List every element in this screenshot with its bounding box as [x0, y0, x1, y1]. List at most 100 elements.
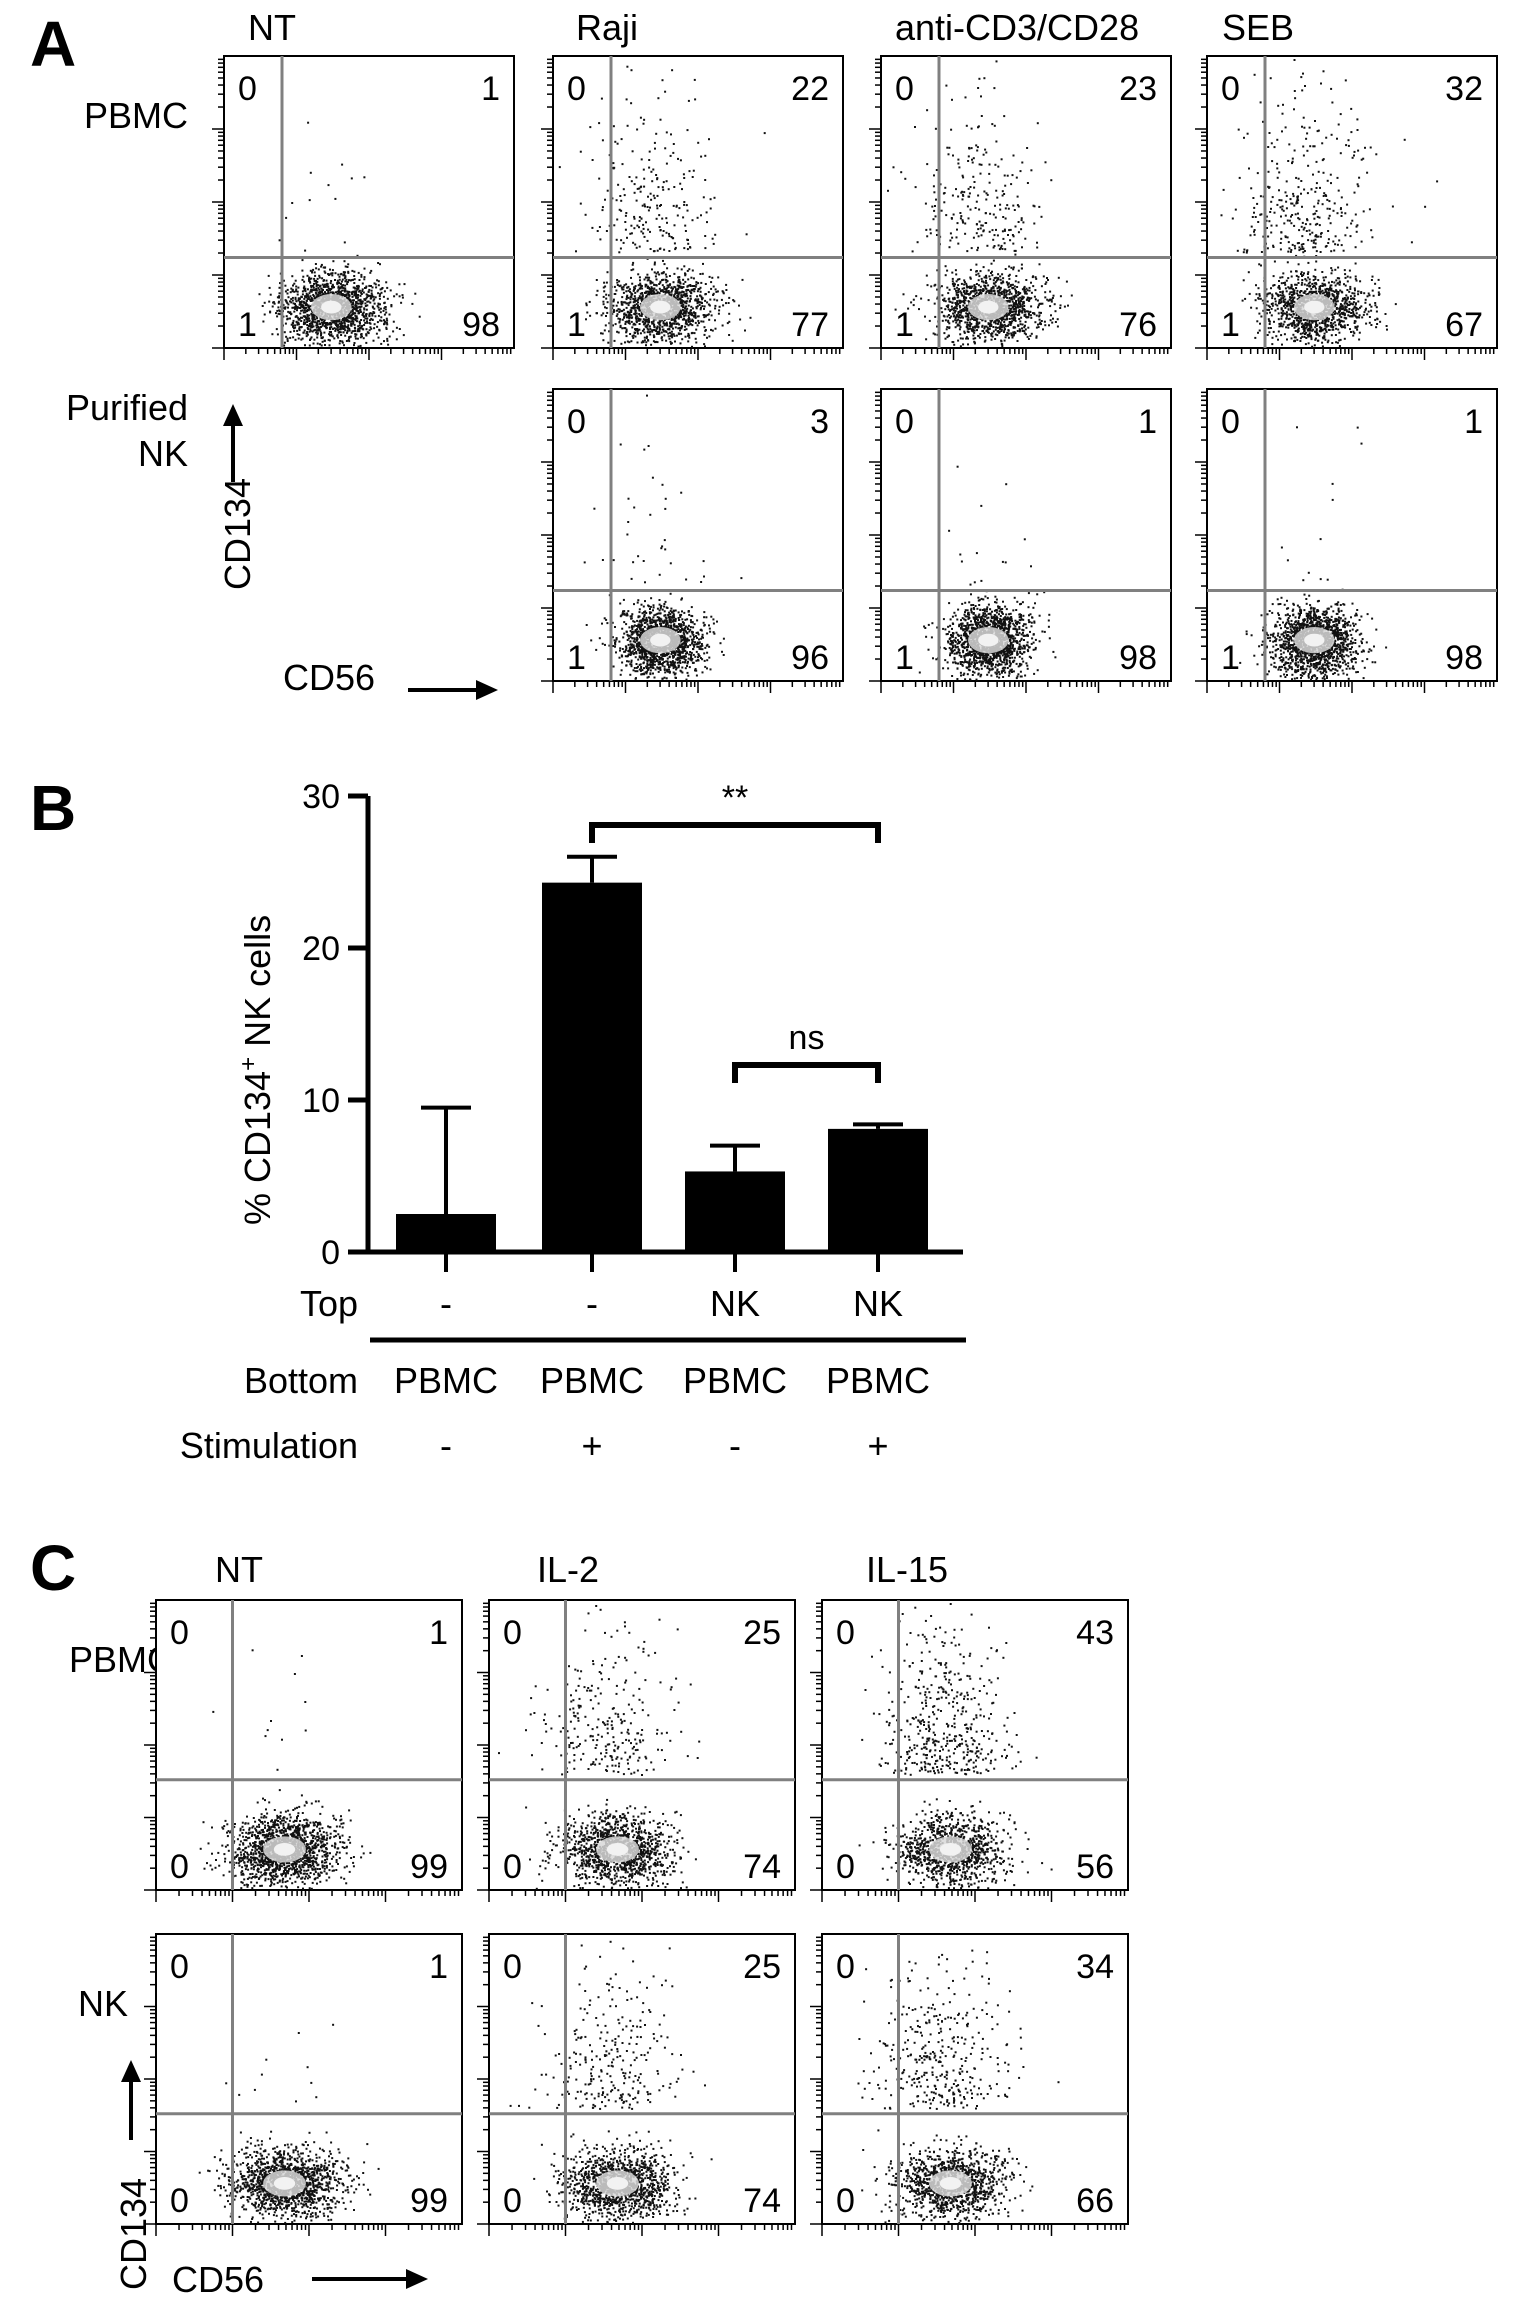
- event-dot: [627, 304, 630, 307]
- event-dot: [336, 290, 339, 293]
- event-dot: [307, 317, 310, 320]
- event-dot: [294, 298, 297, 301]
- event-dot: [616, 330, 619, 333]
- event-dot: [971, 290, 974, 293]
- event-dot: [693, 285, 696, 287]
- event-dot: [622, 188, 625, 191]
- event-dot: [1009, 307, 1012, 310]
- event-dot: [1034, 289, 1037, 292]
- event-dot: [628, 341, 631, 344]
- event-dot: [315, 282, 318, 285]
- event-dot: [950, 305, 953, 308]
- event-dot: [1244, 297, 1247, 300]
- event-dot: [585, 302, 588, 305]
- event-dot: [398, 283, 401, 286]
- event-dot: [329, 328, 331, 330]
- event-dot: [315, 289, 318, 292]
- event-dot: [649, 290, 652, 292]
- event-dot: [655, 284, 658, 287]
- event-dot: [673, 224, 676, 227]
- event-dot: [297, 299, 300, 302]
- event-dot: [693, 78, 696, 81]
- event-dot: [633, 227, 636, 230]
- event-dot: [978, 322, 981, 325]
- event-dot: [973, 318, 976, 321]
- event-dot: [672, 287, 674, 290]
- event-dot: [986, 193, 989, 196]
- event-dot: [680, 295, 683, 298]
- event-dot: [1012, 235, 1015, 238]
- event-dot: [357, 296, 359, 299]
- event-dot: [1038, 263, 1041, 266]
- event-dot: [991, 270, 993, 273]
- event-dot: [370, 269, 373, 272]
- event-dot: [329, 291, 332, 294]
- event-dot: [649, 327, 652, 330]
- event-dot: [683, 203, 686, 206]
- event-dot: [276, 296, 279, 299]
- event-dot: [680, 302, 683, 305]
- event-dot: [370, 292, 373, 295]
- event-dot: [887, 189, 889, 192]
- event-dot: [948, 322, 951, 325]
- event-dot: [957, 312, 960, 315]
- event-dot: [632, 336, 635, 339]
- event-dot: [926, 109, 929, 112]
- event-dot: [353, 290, 356, 293]
- event-dot: [306, 317, 309, 320]
- event-dot: [308, 276, 311, 279]
- event-dot: [1008, 304, 1011, 307]
- event-dot: [984, 212, 987, 215]
- event-dot: [341, 341, 344, 344]
- event-dot: [320, 263, 323, 266]
- event-dot: [675, 317, 678, 319]
- event-dot: [636, 330, 639, 333]
- event-dot: [314, 263, 317, 265]
- event-dot: [966, 286, 969, 289]
- event-dot: [638, 226, 640, 229]
- event-dot: [1011, 174, 1014, 177]
- event-dot: [377, 306, 380, 309]
- event-dot: [999, 275, 1002, 278]
- event-dot: [390, 305, 393, 308]
- event-dot: [645, 326, 648, 329]
- event-dot: [284, 307, 287, 310]
- event-dot: [383, 301, 386, 304]
- event-dot: [639, 186, 642, 189]
- event-dot: [973, 290, 976, 293]
- event-dot: [1013, 310, 1016, 313]
- event-dot: [695, 307, 698, 310]
- event-dot: [686, 238, 689, 241]
- event-dot: [651, 268, 653, 271]
- event-dot: [637, 289, 640, 292]
- event-dot: [327, 323, 330, 326]
- events: [258, 121, 421, 348]
- quadrant-lower-left: 1: [567, 306, 586, 344]
- event-dot: [1030, 332, 1033, 335]
- event-dot: [927, 299, 930, 302]
- event-dot: [383, 290, 386, 293]
- event-dot: [628, 313, 631, 316]
- event-dot: [974, 316, 977, 319]
- event-dot: [691, 345, 693, 348]
- event-dot: [618, 208, 621, 211]
- event-dot: [982, 266, 985, 269]
- event-dot: [634, 285, 637, 288]
- event-dot: [664, 291, 667, 294]
- event-dot: [402, 334, 405, 337]
- event-dot: [377, 292, 380, 295]
- event-dot: [708, 275, 711, 278]
- event-dot: [351, 319, 354, 322]
- event-dot: [950, 315, 953, 318]
- event-dot: [343, 324, 346, 327]
- event-dot: [960, 320, 963, 322]
- event-dot: [639, 282, 642, 285]
- event-dot: [325, 292, 327, 295]
- event-dot: [306, 288, 309, 291]
- event-dot: [983, 77, 986, 80]
- event-dot: [663, 319, 666, 321]
- event-dot: [933, 209, 936, 212]
- event-dot: [1024, 310, 1026, 313]
- event-dot: [648, 150, 651, 153]
- event-dot: [640, 298, 643, 301]
